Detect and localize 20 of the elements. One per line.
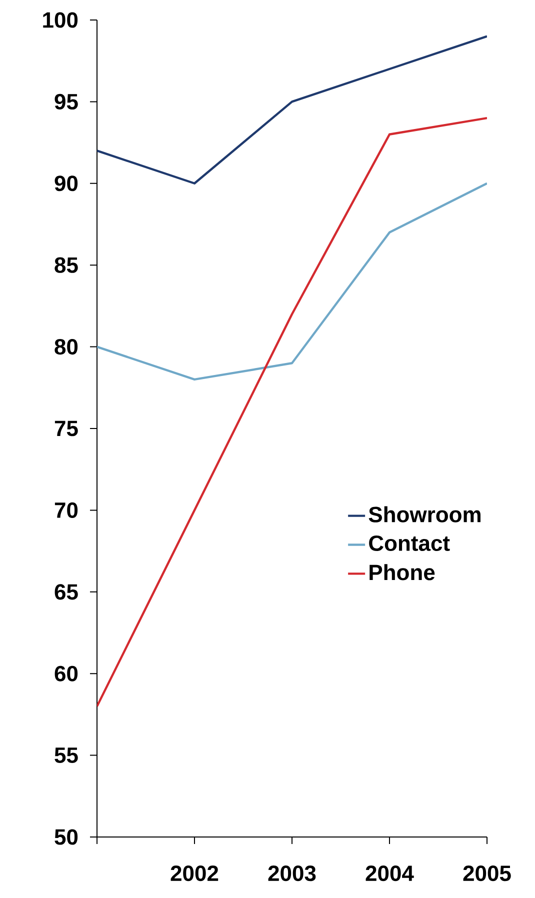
legend-label: Contact bbox=[369, 535, 450, 552]
line-series bbox=[97, 182, 488, 381]
y-tick-label: 70 bbox=[54, 502, 78, 518]
y-tick-label: 85 bbox=[54, 257, 78, 273]
y-tick-label: 95 bbox=[54, 94, 78, 110]
y-tick-label: 100 bbox=[43, 12, 78, 28]
x-tick-label: 2004 bbox=[366, 866, 414, 882]
legend-label: Phone bbox=[370, 564, 435, 580]
y-tick-label: 60 bbox=[54, 666, 78, 682]
y-tick-label: 50 bbox=[54, 829, 78, 845]
line-series bbox=[97, 35, 488, 184]
y-tick-label: 90 bbox=[54, 176, 78, 192]
x-tick-label: 2003 bbox=[268, 866, 316, 882]
legend-label: Showroom bbox=[368, 506, 480, 522]
x-tick-label: 2002 bbox=[170, 866, 218, 882]
x-tick-label: 2005 bbox=[463, 866, 511, 882]
y-tick-label: 65 bbox=[54, 584, 78, 600]
y-tick-label: 80 bbox=[54, 339, 78, 355]
y-tick-label: 75 bbox=[54, 420, 78, 436]
y-tick-label: 55 bbox=[54, 748, 78, 763]
